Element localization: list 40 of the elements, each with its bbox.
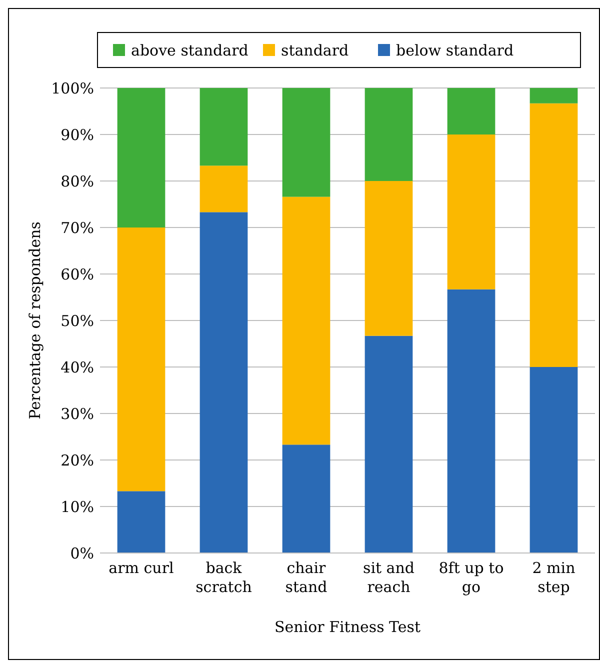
- bar: [447, 289, 496, 553]
- x-tick-label: sit and reach: [363, 559, 415, 596]
- x-tick-label: 8ft up to go: [438, 559, 504, 596]
- bar: [447, 134, 496, 290]
- bar: [282, 196, 330, 445]
- bar: [530, 103, 578, 367]
- x-tick-label: back scratch: [196, 559, 252, 596]
- y-tick-label: 30%: [60, 404, 94, 423]
- bar: [200, 88, 248, 166]
- y-tick-label: 70%: [60, 218, 94, 237]
- y-tick-label: 100%: [51, 79, 94, 98]
- y-axis-title: Percentage of respondens: [26, 222, 44, 420]
- bar: [200, 166, 248, 212]
- bar: [364, 336, 413, 553]
- bar: [117, 88, 166, 228]
- y-tick-label: 50%: [60, 312, 94, 330]
- bar: [117, 228, 166, 492]
- bar: [200, 212, 248, 553]
- legend-label: above standard: [131, 41, 249, 60]
- y-tick-label: 90%: [60, 126, 94, 144]
- legend-label: standard: [281, 41, 350, 60]
- bar: [117, 491, 166, 553]
- bar: [282, 88, 330, 197]
- bar: [364, 88, 413, 181]
- x-axis-title: Senior Fitness Test: [274, 618, 420, 636]
- y-tick-label: 80%: [60, 172, 94, 190]
- x-tick-label: arm curl: [108, 559, 174, 577]
- legend-label: below standard: [396, 41, 514, 60]
- bar: [364, 181, 413, 336]
- y-tick-label: 40%: [60, 358, 94, 376]
- x-tick-label: chair stand: [285, 559, 328, 596]
- x-tick-label: 2 min step: [532, 559, 576, 596]
- y-tick-label: 60%: [60, 265, 94, 284]
- bar: [530, 367, 578, 553]
- bar: [530, 88, 578, 104]
- y-tick-label: 20%: [60, 451, 94, 470]
- bar: [447, 88, 496, 134]
- y-tick-label: 10%: [60, 498, 94, 516]
- y-tick-label: 0%: [70, 544, 94, 562]
- bar: [282, 444, 330, 553]
